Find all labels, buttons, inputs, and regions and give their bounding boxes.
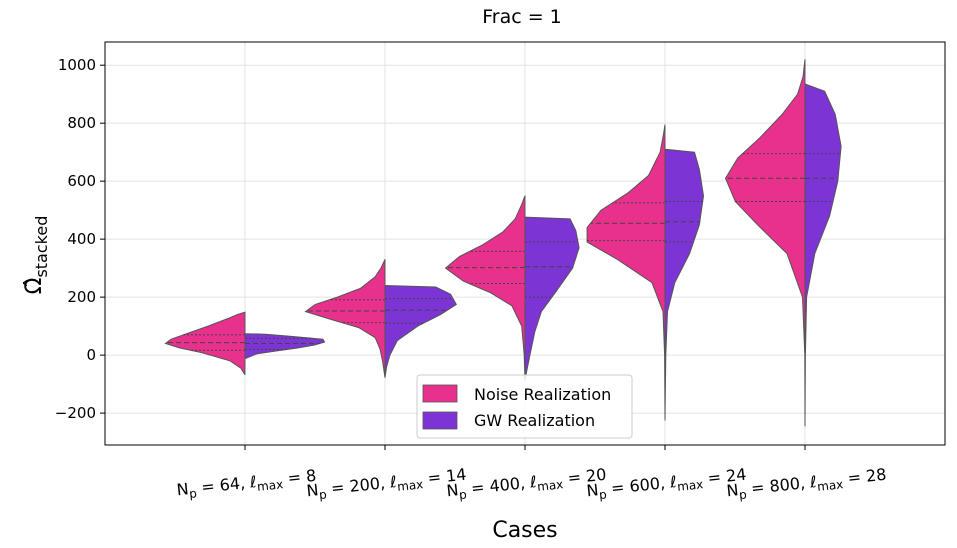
x-tick-label: Np = 800, ℓmax = 28 (726, 465, 888, 504)
violin-gw (244, 333, 326, 360)
violin-noise (724, 59, 806, 427)
legend-swatch-gw (422, 411, 458, 430)
y-tick-label: 800 (67, 114, 96, 132)
x-tick-label: Np = 400, ℓmax = 20 (446, 465, 608, 504)
violin-gw (804, 83, 842, 427)
y-axis-label-main: Ω̂ (22, 278, 47, 295)
y-tick-label: 600 (67, 172, 96, 190)
y-axis-label: Ω̂stacked (22, 216, 51, 295)
y-tick-label: 0 (86, 346, 96, 364)
y-tick-label: −200 (55, 404, 96, 422)
legend-label-noise: Noise Realization (474, 385, 611, 404)
legend-box (416, 374, 633, 439)
legend: Noise Realization GW Realization (416, 374, 633, 439)
violin-noise (444, 195, 526, 382)
x-axis-label: Cases (492, 518, 557, 543)
violin-gw (524, 216, 580, 380)
chart-title: Frac = 1 (482, 6, 562, 28)
violin-noise (586, 124, 666, 421)
violin-noise (304, 259, 386, 378)
y-tick-label: 200 (67, 288, 96, 306)
violin-gw (664, 148, 705, 421)
y-tick-label: 1000 (58, 56, 96, 74)
y-tick-label: 400 (67, 230, 96, 248)
x-tick-label: Np = 600, ℓmax = 24 (586, 465, 748, 504)
x-tick-label: Np = 200, ℓmax = 14 (306, 465, 468, 504)
legend-label-gw: GW Realization (474, 411, 595, 430)
legend-swatch-noise (422, 384, 458, 403)
y-axis-label-sub: stacked (32, 216, 51, 278)
violin-noise (164, 311, 246, 376)
x-tick-label: Np = 64, ℓmax = 8 (176, 466, 318, 503)
violin-gw (384, 284, 457, 378)
y-axis-ticks: −200 0 200 400 600 800 1000 (55, 56, 105, 422)
violins (164, 59, 842, 427)
